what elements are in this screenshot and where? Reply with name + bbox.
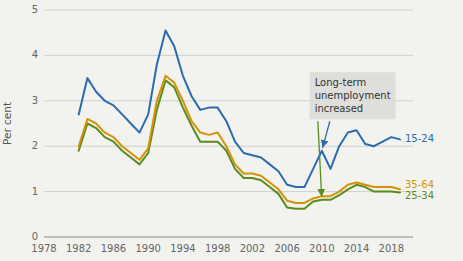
x-tick-label: 1986: [101, 243, 126, 254]
annotation-line: unemployment: [315, 90, 391, 101]
series-line: [79, 76, 400, 203]
annotation-line: increased: [315, 103, 364, 114]
series-label: 15-24: [405, 133, 434, 144]
grid-line: [44, 55, 413, 56]
annotation-line: Long-term: [315, 77, 367, 88]
y-tick-label: 3: [32, 95, 38, 106]
x-tick-label: 2006: [274, 243, 299, 254]
series-label: 25-34: [405, 190, 434, 201]
grid-line: [44, 146, 413, 147]
series-line: [79, 30, 400, 187]
annotation: Long-term unemployment increased: [310, 72, 396, 197]
x-tick-label: 1982: [66, 243, 91, 254]
x-tick-label: 1998: [205, 243, 230, 254]
grid-line: [44, 10, 413, 11]
grid-line: [44, 191, 413, 192]
y-tick-label: 4: [32, 49, 38, 60]
x-tick-label: 2010: [309, 243, 334, 254]
y-tick-label: 1: [32, 186, 38, 197]
x-axis-line: [44, 237, 413, 238]
y-axis-label: Per cent: [1, 102, 13, 145]
annotation-arrow: [323, 121, 330, 148]
lines: [79, 30, 400, 208]
x-tick-label: 1990: [135, 243, 160, 254]
annotation-text: Long-term unemployment increased: [315, 77, 391, 114]
grid-line: [44, 237, 413, 238]
y-tick-label: 5: [32, 4, 38, 15]
x-tick-label: 1994: [170, 243, 195, 254]
background: [0, 0, 463, 261]
x-tick-label: 1978: [31, 243, 56, 254]
y-tick-label: 0: [32, 231, 38, 242]
annotation-box: [310, 72, 396, 119]
x-tick-label: 2018: [379, 243, 404, 254]
x-tick-label: 2014: [344, 243, 369, 254]
annotation-arrow: [318, 121, 322, 197]
chart: 0 1 2 3 4 5 1978 1982 1986 1990 1994 1998 2002 2006 20…: [0, 0, 463, 261]
x-tick-label: 2002: [240, 243, 265, 254]
series-label: 35-64: [405, 179, 434, 190]
y-tick-label: 2: [32, 140, 38, 151]
series-line: [79, 80, 400, 208]
